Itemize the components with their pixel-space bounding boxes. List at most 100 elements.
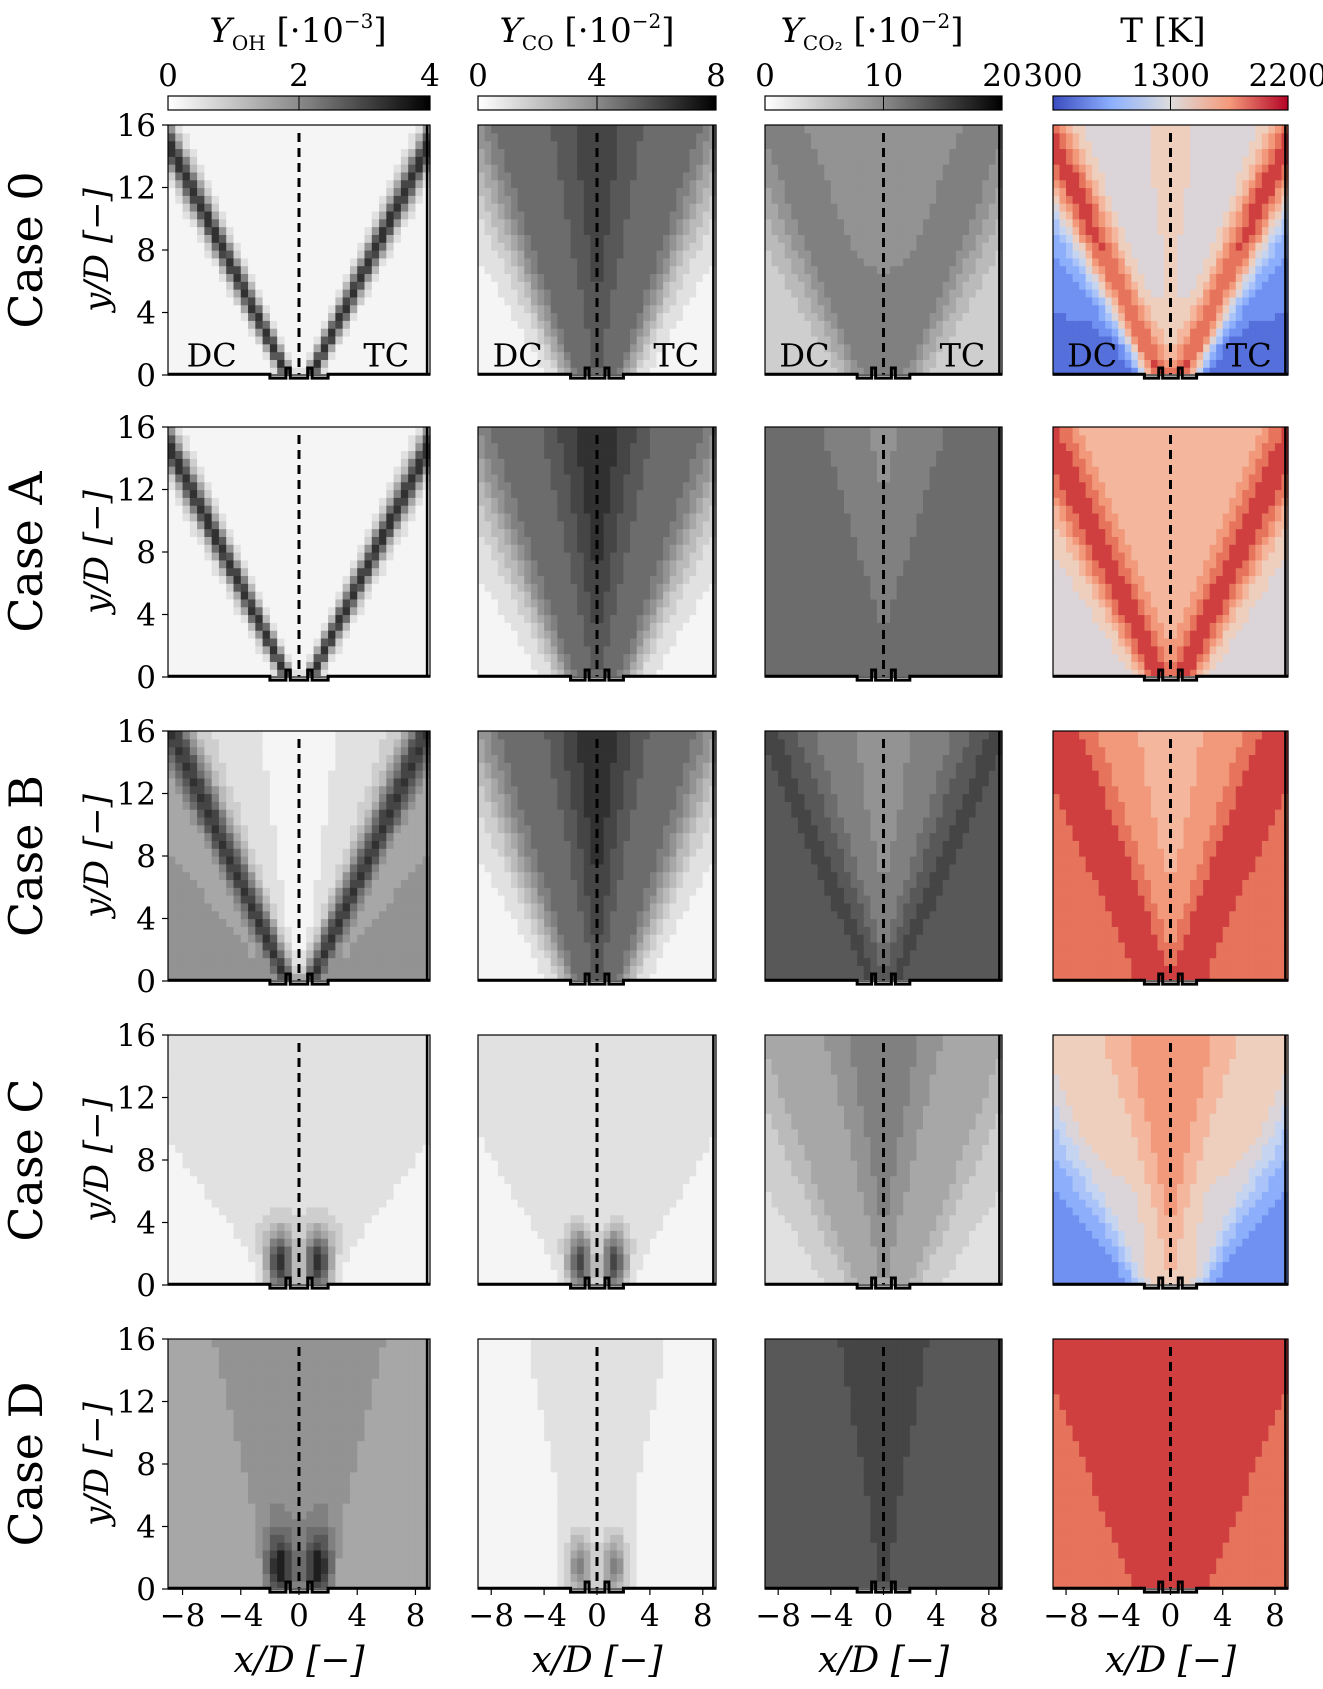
- contour-cell: [1112, 234, 1119, 242]
- contour-cell: [818, 250, 825, 258]
- contour-cell: [916, 289, 923, 297]
- contour-cell: [798, 125, 805, 133]
- contour-cell: [577, 250, 584, 258]
- contour-cell: [365, 258, 373, 266]
- contour-cell: [306, 305, 314, 313]
- contour-cell: [372, 273, 380, 281]
- contour-cell: [811, 211, 818, 219]
- contour-cell: [564, 148, 571, 156]
- contour-cell: [1099, 203, 1106, 211]
- contour-cell: [923, 164, 930, 172]
- contour-cell: [284, 273, 292, 281]
- contour-cell: [805, 211, 812, 219]
- contour-cell: [857, 289, 864, 297]
- contour-cell: [1268, 266, 1275, 274]
- contour-cell: [1203, 125, 1210, 133]
- contour-cell: [408, 141, 416, 149]
- contour-cell: [321, 359, 329, 367]
- contour-cell: [394, 133, 402, 141]
- contour-cell: [1268, 320, 1275, 328]
- contour-cell: [255, 344, 263, 352]
- contour-cell: [263, 297, 271, 305]
- contour-cell: [1223, 227, 1230, 235]
- contour-cell: [963, 156, 970, 164]
- contour-cell: [350, 313, 358, 321]
- contour-cell: [696, 250, 703, 258]
- contour-cell: [478, 203, 485, 211]
- contour-cell: [219, 427, 227, 435]
- contour-cell: [263, 148, 271, 156]
- contour-cell: [485, 289, 492, 297]
- contour-cell: [314, 273, 322, 281]
- contour-cell: [696, 219, 703, 227]
- contour-cell: [241, 219, 249, 227]
- contour-cell: [538, 211, 545, 219]
- contour-cell: [212, 443, 220, 451]
- contour-cell: [1242, 289, 1249, 297]
- contour-cell: [1197, 281, 1204, 289]
- contour-cell: [1223, 242, 1230, 250]
- contour-cell: [1092, 133, 1099, 141]
- contour-cell: [916, 141, 923, 149]
- contour-cell: [241, 234, 249, 242]
- contour-cell: [617, 352, 624, 360]
- contour-cell: [989, 250, 996, 258]
- contour-cell: [306, 148, 314, 156]
- contour-cell: [982, 305, 989, 313]
- contour-cell: [643, 164, 650, 172]
- contour-cell: [511, 305, 518, 313]
- contour-cell: [1138, 273, 1145, 281]
- contour-cell: [531, 219, 538, 227]
- contour-cell: [870, 344, 877, 352]
- contour-cell: [1216, 313, 1223, 321]
- contour-cell: [557, 336, 564, 344]
- contour-cell: [263, 125, 271, 133]
- contour-cell: [1203, 266, 1210, 274]
- contour-cell: [518, 227, 525, 235]
- contour-cell: [386, 227, 394, 235]
- contour-cell: [190, 305, 198, 313]
- contour-cell: [1066, 273, 1073, 281]
- contour-cell: [824, 320, 831, 328]
- contour-cell: [989, 313, 996, 321]
- contour-cell: [504, 172, 511, 180]
- contour-cell: [175, 180, 183, 188]
- contour-cell: [219, 599, 227, 607]
- contour-cell: [903, 148, 910, 156]
- contour-cell: [551, 242, 558, 250]
- contour-cell: [284, 227, 292, 235]
- contour-cell: [335, 320, 343, 328]
- contour-cell: [212, 427, 220, 435]
- contour-cell: [314, 211, 322, 219]
- contour-cell: [190, 529, 198, 537]
- contour-cell: [1190, 266, 1197, 274]
- contour-cell: [683, 313, 690, 321]
- contour-cell: [478, 211, 485, 219]
- contour-cell: [1255, 266, 1262, 274]
- contour-cell: [168, 521, 176, 529]
- contour-cell: [538, 281, 545, 289]
- contour-cell: [824, 164, 831, 172]
- contour-cell: [544, 133, 551, 141]
- contour-cell: [1210, 266, 1217, 274]
- contour-cell: [401, 133, 409, 141]
- contour-cell: [1177, 141, 1184, 149]
- contour-cell: [851, 320, 858, 328]
- contour-cell: [175, 661, 183, 669]
- contour-cell: [197, 156, 205, 164]
- contour-cell: [1203, 195, 1210, 203]
- contour-cell: [1177, 258, 1184, 266]
- contour-cell: [903, 172, 910, 180]
- contour-cell: [976, 125, 983, 133]
- contour-cell: [890, 188, 897, 196]
- contour-cell: [1177, 180, 1184, 188]
- contour-cell: [485, 281, 492, 289]
- contour-cell: [870, 188, 877, 196]
- contour-cell: [190, 646, 198, 654]
- contour-cell: [637, 250, 644, 258]
- contour-cell: [643, 344, 650, 352]
- contour-cell: [314, 125, 322, 133]
- contour-cell: [1131, 234, 1138, 242]
- contour-cell: [190, 583, 198, 591]
- contour-cell: [175, 203, 183, 211]
